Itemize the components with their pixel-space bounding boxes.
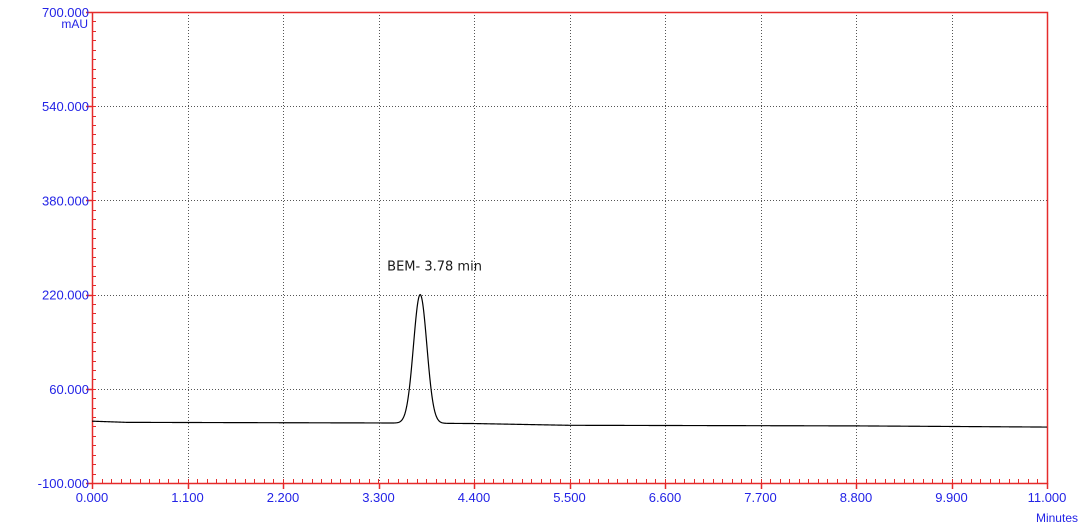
x-tick-label: 8.800 [840, 490, 873, 505]
y-tick-label: -100.000 [38, 476, 89, 491]
y-tick-label: 540.000 [42, 99, 89, 114]
trace [91, 293, 1047, 428]
x-tick-label: 4.400 [458, 490, 491, 505]
x-tick-label: 2.200 [267, 490, 300, 505]
chromatogram-trace [91, 293, 1047, 428]
axes [86, 11, 1049, 489]
labels: mAU Minutes 0.000 1.100 2.200 3.300 4.400 5.5… [38, 5, 1078, 525]
y-axis-unit-label: mAU [61, 17, 88, 31]
x-tick-label: 6.600 [649, 490, 682, 505]
x-tick-label: 3.300 [362, 490, 395, 505]
x-tick-label: 7.700 [744, 490, 777, 505]
x-tick-label: 9.900 [935, 490, 968, 505]
grid [92, 12, 1047, 483]
x-tick-label: 11.000 [1028, 490, 1067, 505]
x-tick-label: 0.000 [76, 490, 109, 505]
x-tick-label: 1.100 [171, 490, 204, 505]
x-axis-unit-label: Minutes [1036, 511, 1078, 525]
y-tick-label: 700.000 [42, 5, 89, 20]
peak-annotation: BEM- 3.78 min [387, 260, 482, 275]
x-tick-label: 5.500 [553, 490, 586, 505]
y-tick-label: 220.000 [42, 288, 89, 303]
y-tick-label: 60.000 [49, 382, 89, 397]
plot-frame [91, 11, 1049, 485]
y-tick-label: 380.000 [42, 193, 89, 208]
